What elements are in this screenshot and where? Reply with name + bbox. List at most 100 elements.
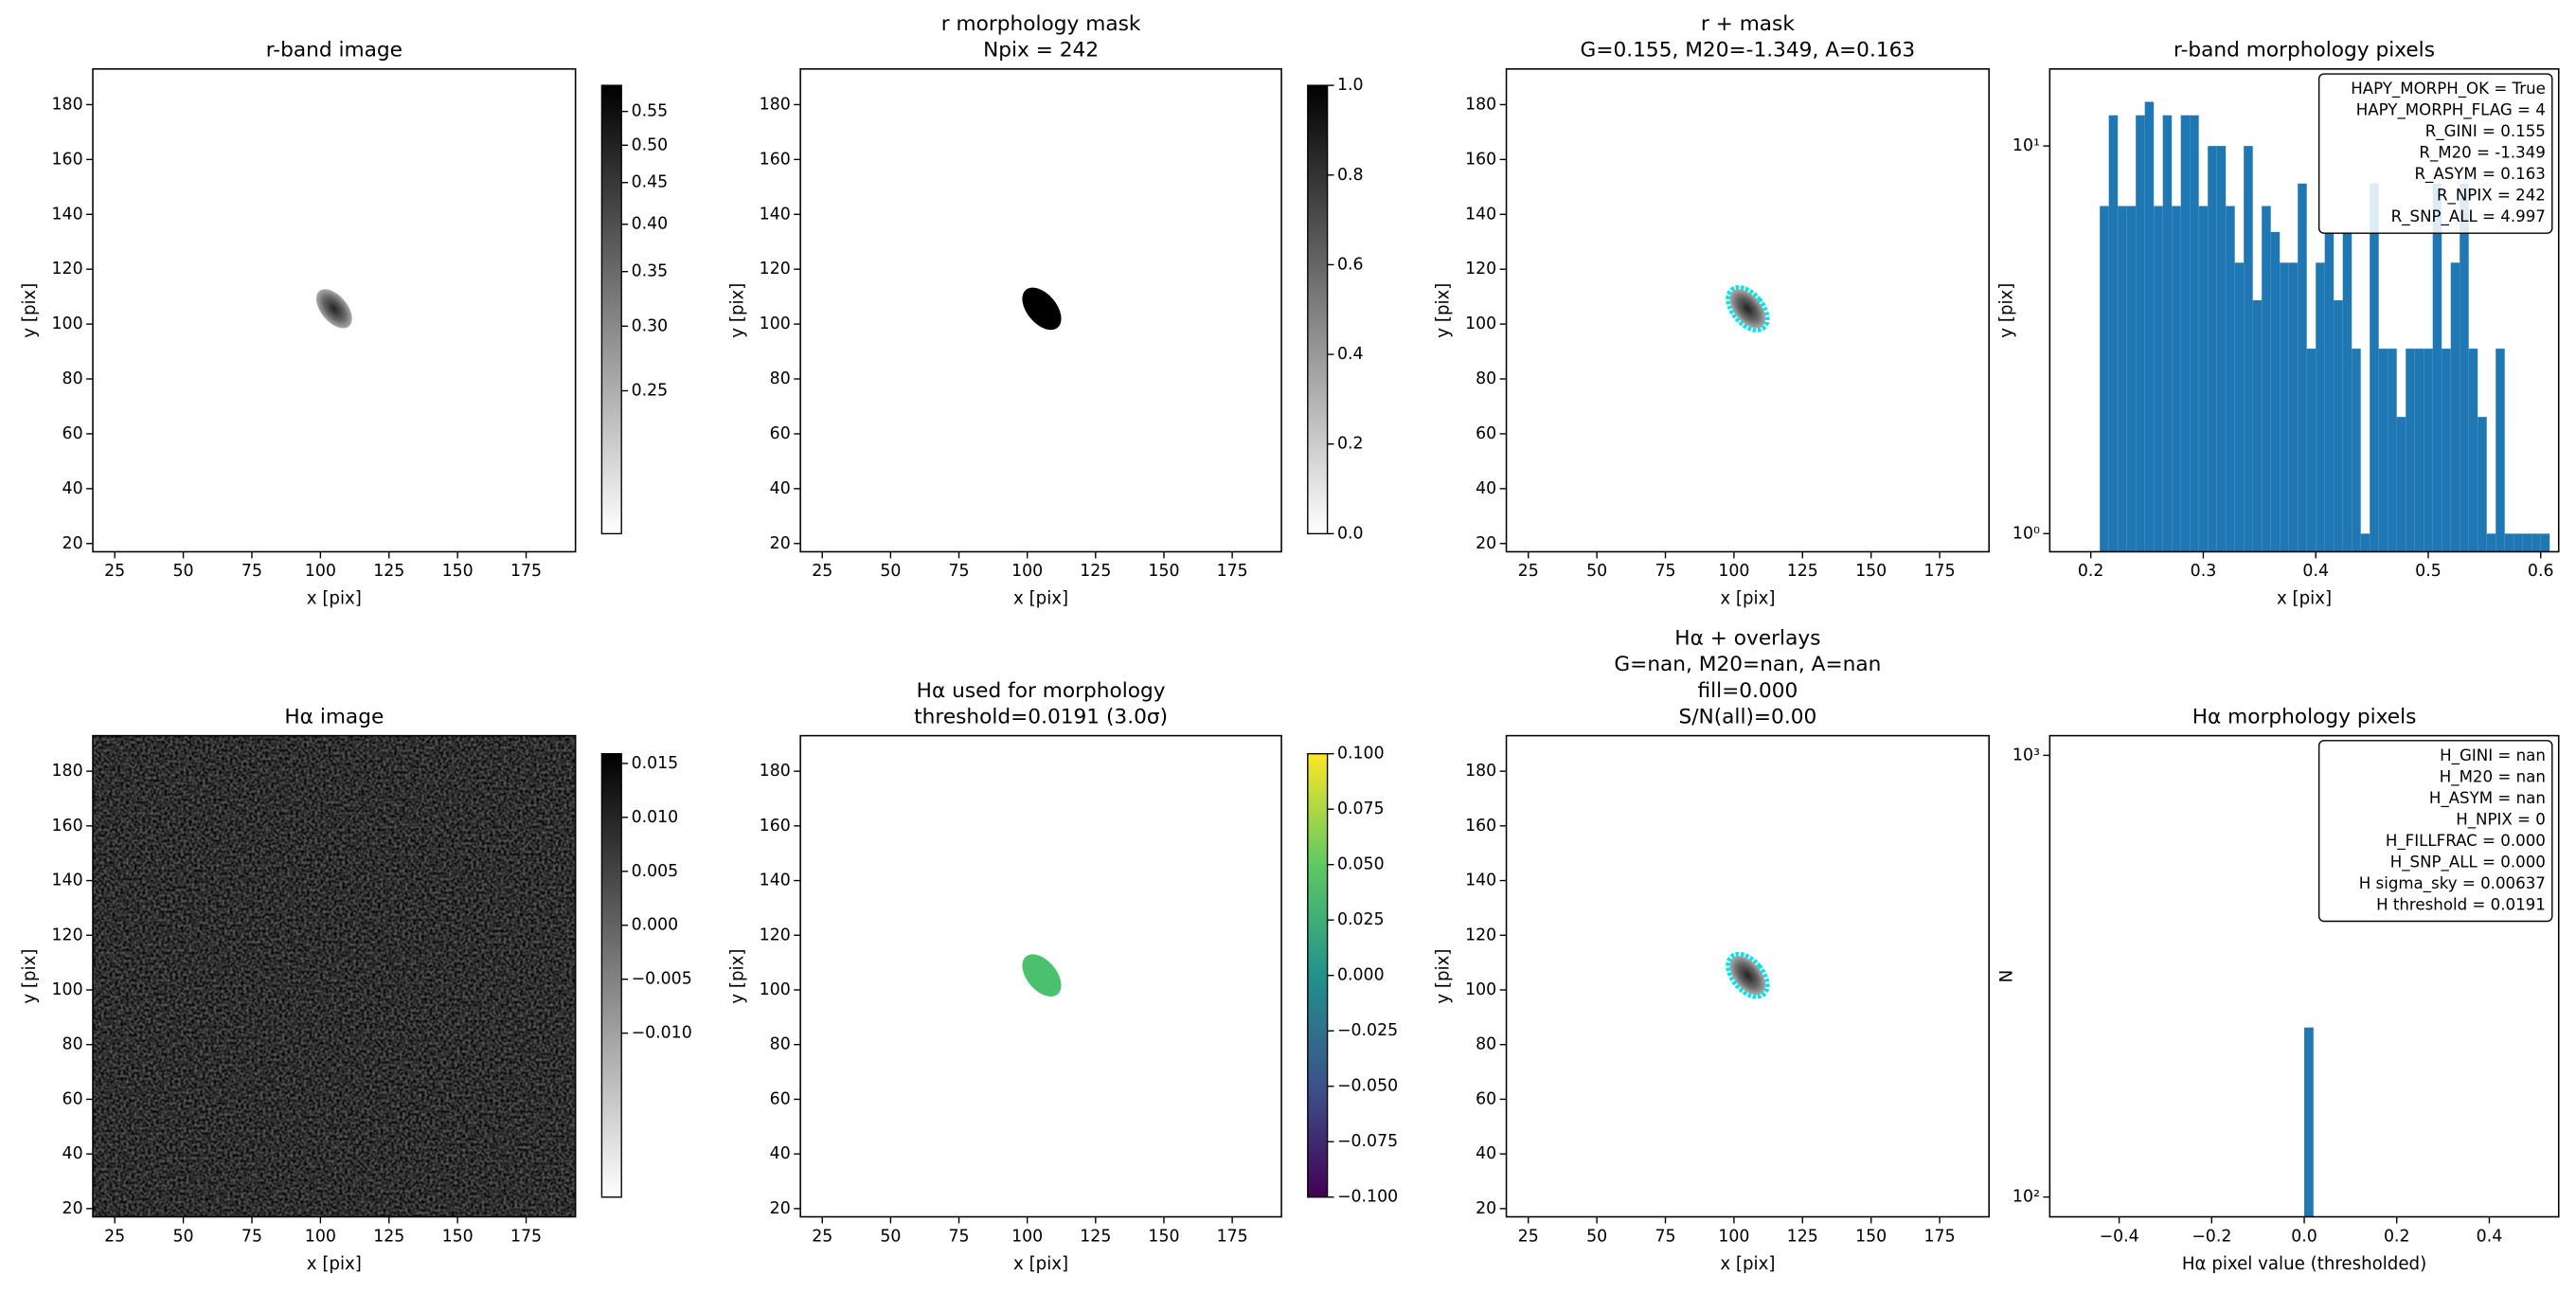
annotation: R_M20 = -1.349: [2419, 144, 2545, 163]
annotation: H_M20 = nan: [2440, 767, 2546, 786]
x-tick-label: 50: [880, 562, 901, 581]
chart-title: Hα image: [284, 706, 384, 729]
y-tick-label: 20: [1476, 534, 1496, 553]
y-tick-label: 180: [52, 762, 83, 781]
chart-title: Hα used for morphology: [917, 679, 1166, 703]
bar: [2226, 206, 2235, 552]
bar: [2288, 262, 2299, 552]
colorbar-tick-label: −0.005: [632, 970, 692, 989]
y-tick-label: 10⁰: [2012, 524, 2040, 543]
bar: [2198, 206, 2209, 552]
colorbar-tick-label: 0.005: [632, 862, 679, 881]
colorbar-tick-label: 0.025: [1337, 910, 1385, 929]
chart-title: G=nan, M20=nan, A=nan: [1614, 653, 1881, 676]
bar: [2424, 349, 2433, 552]
colorbar-tick-label: −0.010: [632, 1024, 692, 1043]
bar: [2513, 533, 2523, 552]
bar: [2342, 231, 2352, 552]
y-tick-label: 80: [770, 369, 791, 388]
x-tick-label: 100: [1718, 562, 1749, 581]
x-axis-label: x [pix]: [1720, 589, 1775, 609]
axes-frame: [92, 68, 577, 553]
y-tick-label: 120: [1465, 926, 1496, 944]
x-tick-label: 0.0: [2291, 1227, 2317, 1246]
x-tick-label: 0.3: [2191, 562, 2217, 581]
x-tick-label: 125: [1080, 1227, 1111, 1246]
colorbar-tick-label: 0.55: [632, 102, 669, 121]
x-tick-label: 25: [1518, 562, 1539, 581]
bar: [2280, 262, 2289, 552]
bar: [2252, 299, 2263, 552]
y-tick-label: 60: [1476, 424, 1496, 443]
bar: [2172, 206, 2181, 552]
bar: [2522, 533, 2532, 552]
colorbar-tick-label: 0.8: [1337, 166, 1364, 185]
chart-title: Hα morphology pixels: [2192, 706, 2417, 729]
x-tick-label: 50: [880, 1227, 901, 1246]
x-tick-label: 0.4: [2477, 1227, 2503, 1246]
annotation: H_FILLFRAC = 0.000: [2386, 832, 2546, 851]
y-tick-label: 40: [770, 479, 791, 498]
bar: [2486, 533, 2496, 552]
y-tick-label: 100: [52, 980, 83, 999]
colorbar: [600, 752, 622, 1198]
x-tick-label: 25: [104, 1227, 125, 1246]
bar: [2208, 146, 2217, 552]
bar: [2468, 349, 2478, 552]
x-tick-label: 50: [173, 1227, 194, 1246]
x-tick-label: 100: [305, 562, 336, 581]
bar: [2298, 183, 2307, 552]
x-tick-label: 125: [373, 1227, 404, 1246]
bar: [2144, 101, 2155, 552]
y-tick-label: 180: [1465, 95, 1496, 114]
y-tick-label: 180: [52, 95, 83, 114]
x-tick-label: 0.6: [2528, 562, 2554, 581]
x-tick-label: 50: [1586, 562, 1607, 581]
y-tick-label: 60: [770, 1089, 791, 1108]
x-tick-label: 175: [510, 562, 542, 581]
x-axis-label: x [pix]: [1013, 1254, 1068, 1274]
bar: [2306, 349, 2317, 552]
x-tick-label: 50: [173, 562, 194, 581]
x-axis-label: Hα pixel value (thresholded): [2182, 1254, 2426, 1274]
x-axis-label: x [pix]: [307, 589, 362, 609]
x-tick-label: 175: [1217, 1227, 1248, 1246]
bar: [2216, 146, 2227, 552]
x-tick-label: 75: [949, 1227, 970, 1246]
x-tick-label: 175: [510, 1227, 542, 1246]
bar: [2352, 349, 2361, 552]
annotation: H_NPIX = 0: [2456, 810, 2546, 829]
y-tick-label: 160: [1465, 150, 1496, 169]
x-tick-label: 25: [812, 1227, 832, 1246]
x-tick-label: 125: [373, 562, 404, 581]
bar: [2180, 115, 2191, 552]
x-tick-label: 150: [442, 562, 474, 581]
x-axis-label: x [pix]: [1013, 589, 1068, 609]
y-tick-label: 80: [63, 1035, 83, 1054]
y-tick-label: 100: [1465, 980, 1496, 999]
bar: [2414, 349, 2424, 552]
y-axis-label: y [pix]: [727, 949, 747, 1004]
chart-title: S/N(all)=0.00: [1678, 706, 1816, 729]
colorbar: [1307, 752, 1329, 1198]
x-tick-label: 0.4: [2302, 562, 2329, 581]
y-axis-label: y [pix]: [727, 283, 747, 338]
colorbar-tick-label: 0.30: [632, 316, 669, 335]
y-tick-label: 60: [63, 1089, 83, 1108]
x-tick-label: 175: [1924, 562, 1956, 581]
bar: [2244, 146, 2253, 552]
axes-frame: [1505, 68, 1990, 553]
colorbar-tick-label: 0.000: [1337, 966, 1385, 985]
annotation: H_ASYM = nan: [2429, 789, 2546, 808]
bar: [2396, 417, 2406, 552]
y-tick-label: 120: [52, 926, 83, 944]
x-tick-label: 0.5: [2415, 562, 2442, 581]
colorbar-tick-label: 0.35: [632, 262, 669, 281]
annotation: R_SNP_ALL = 4.997: [2391, 207, 2546, 226]
y-tick-label: 80: [63, 369, 83, 388]
axes-frame: [799, 734, 1282, 1218]
y-tick-label: 160: [760, 150, 791, 169]
x-tick-label: 150: [442, 1227, 474, 1246]
y-tick-label: 140: [760, 205, 791, 224]
y-tick-label: 80: [770, 1035, 791, 1054]
